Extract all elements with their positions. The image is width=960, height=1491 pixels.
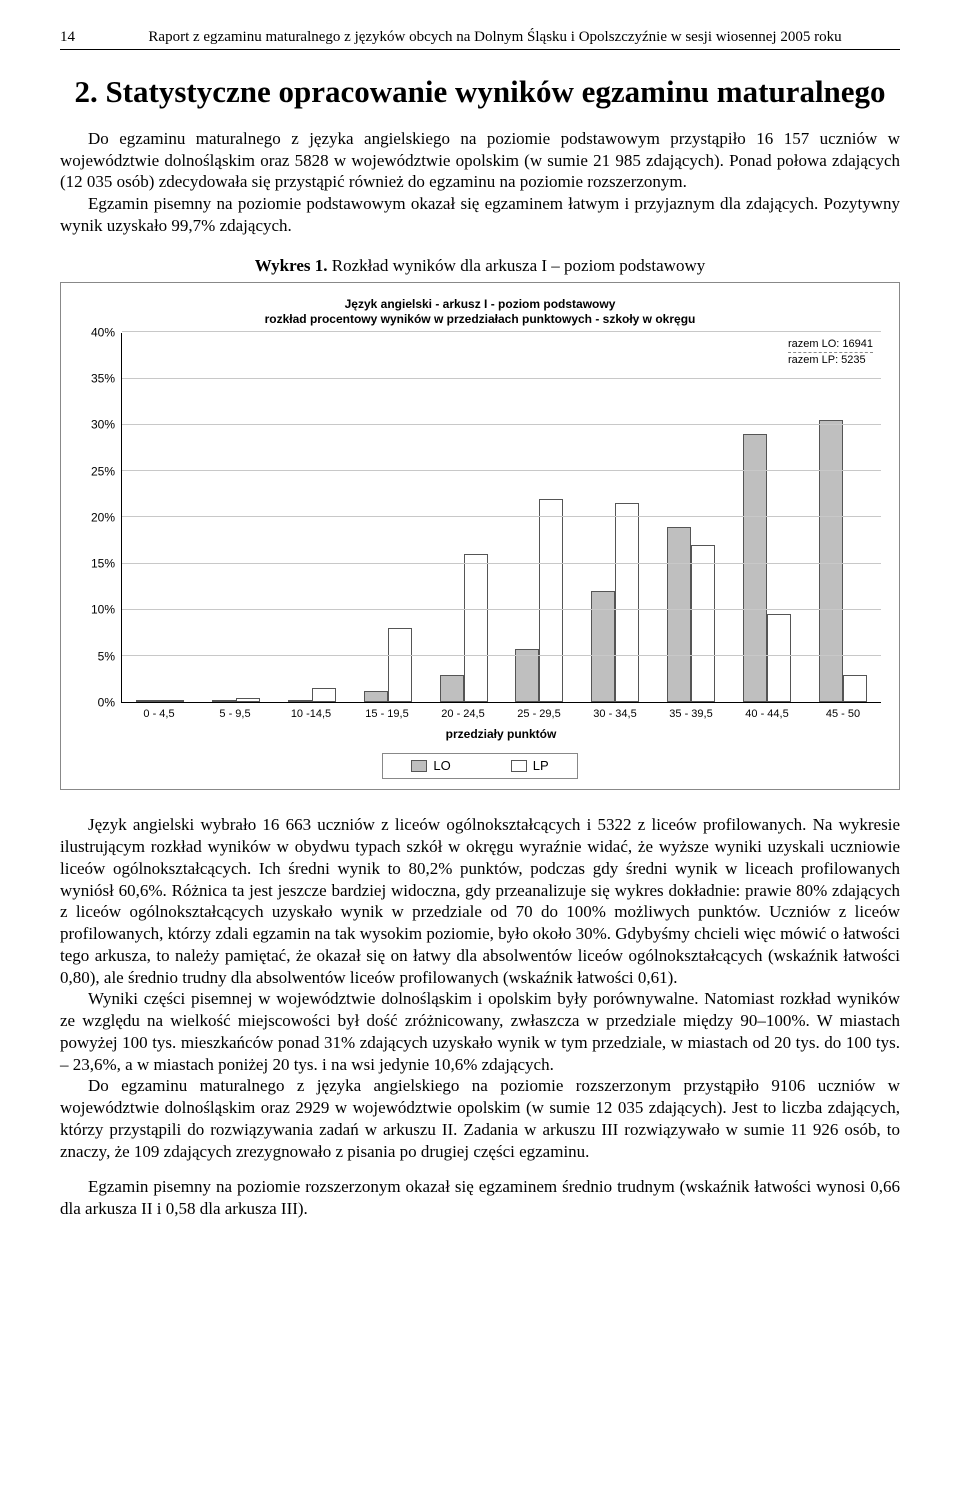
chart-caption-bold: Wykres 1. <box>255 256 328 275</box>
bar-lo <box>667 527 691 703</box>
x-tick-label: 35 - 39,5 <box>653 707 729 721</box>
paragraph-5: Do egzaminu maturalnego z języka angiels… <box>60 1075 900 1162</box>
chart-x-axis-title: przedziały punktów <box>121 727 881 742</box>
chart-gridline <box>122 470 881 471</box>
paragraph-4: Wyniki części pisemnej w województwie do… <box>60 988 900 1075</box>
bar-group <box>729 434 805 702</box>
x-tick-label: 40 - 44,5 <box>729 707 805 721</box>
chart-x-labels: 0 - 4,55 - 9,510 -14,515 - 19,520 - 24,5… <box>121 707 881 721</box>
y-tick-label: 5% <box>98 649 115 664</box>
chart-y-axis: 0%5%10%15%20%25%30%35%40% <box>79 333 121 703</box>
y-tick-label: 10% <box>91 603 115 618</box>
section-title: 2. Statystyczne opracowanie wyników egza… <box>60 74 900 110</box>
chart-container: Język angielski - arkusz I - poziom pods… <box>60 282 900 790</box>
bar-lo <box>212 700 236 702</box>
bar-lp <box>312 688 336 703</box>
chart-plot-area: 0%5%10%15%20%25%30%35%40% razem LO: 1694… <box>79 333 881 703</box>
x-tick-label: 45 - 50 <box>805 707 881 721</box>
x-tick-label: 10 -14,5 <box>273 707 349 721</box>
chart-gridline <box>122 516 881 517</box>
bar-lo <box>364 691 388 702</box>
chart-subtitle: Język angielski - arkusz I - poziom pods… <box>79 297 881 327</box>
chart-subtitle-line2: rozkład procentowy wyników w przedziałac… <box>265 312 696 326</box>
bar-lp <box>843 675 867 703</box>
bar-lo <box>440 675 464 703</box>
x-tick-label: 20 - 24,5 <box>425 707 501 721</box>
bar-lp <box>464 554 488 702</box>
chart-gridline <box>122 424 881 425</box>
legend-swatch-lp <box>511 760 527 772</box>
legend-label-lo: LO <box>433 758 450 775</box>
bar-group <box>198 698 274 703</box>
chart-caption: Wykres 1. Rozkład wyników dla arkusza I … <box>60 255 900 277</box>
bar-lp <box>388 628 412 702</box>
y-tick-label: 35% <box>91 372 115 387</box>
bar-lp <box>236 698 260 703</box>
y-tick-label: 20% <box>91 511 115 526</box>
bar-lp <box>691 545 715 702</box>
bar-group <box>122 700 198 703</box>
chart-gridline <box>122 563 881 564</box>
bar-lp <box>767 614 791 702</box>
legend-label-lp: LP <box>533 758 549 775</box>
x-tick-label: 5 - 9,5 <box>197 707 273 721</box>
bar-group <box>577 503 653 702</box>
bar-lp <box>615 503 639 702</box>
paragraph-2: Egzamin pisemny na poziomie podstawowym … <box>60 193 900 237</box>
bar-group <box>653 527 729 703</box>
x-tick-label: 30 - 34,5 <box>577 707 653 721</box>
bar-lo <box>136 700 160 702</box>
chart-gridline <box>122 655 881 656</box>
y-tick-label: 15% <box>91 557 115 572</box>
chart-subtitle-line1: Język angielski - arkusz I - poziom pods… <box>345 297 616 311</box>
running-header: 14 Raport z egzaminu maturalnego z język… <box>60 28 900 50</box>
chart-plot: razem LO: 16941 razem LP: 5235 <box>121 333 881 703</box>
bar-group <box>805 420 881 702</box>
chart-caption-rest: Rozkład wyników dla arkusza I – poziom p… <box>328 256 706 275</box>
chart-bars <box>122 333 881 702</box>
bar-group <box>502 499 578 703</box>
legend-item-lo: LO <box>411 758 450 775</box>
bar-lo <box>743 434 767 702</box>
legend-swatch-lo <box>411 760 427 772</box>
bar-lo <box>288 700 312 703</box>
chart-gridline <box>122 378 881 379</box>
y-tick-label: 0% <box>98 696 115 711</box>
paragraph-1: Do egzaminu maturalnego z języka angiels… <box>60 128 900 193</box>
chart-gridline <box>122 609 881 610</box>
bar-lp <box>539 499 563 703</box>
x-tick-label: 0 - 4,5 <box>121 707 197 721</box>
chart-legend: LO LP <box>382 753 577 780</box>
legend-item-lp: LP <box>511 758 549 775</box>
chart-gridline <box>122 331 881 332</box>
bar-lo <box>515 649 539 703</box>
x-tick-label: 15 - 19,5 <box>349 707 425 721</box>
bar-lp <box>160 700 184 703</box>
y-tick-label: 40% <box>91 326 115 341</box>
paragraph-3: Język angielski wybrało 16 663 uczniów z… <box>60 814 900 988</box>
paragraph-6: Egzamin pisemny na poziomie rozszerzonym… <box>60 1176 900 1220</box>
bar-group <box>274 688 350 703</box>
x-tick-label: 25 - 29,5 <box>501 707 577 721</box>
bar-group <box>426 554 502 702</box>
running-title: Raport z egzaminu maturalnego z języków … <box>90 28 900 47</box>
page-number: 14 <box>60 28 90 47</box>
bar-group <box>350 628 426 702</box>
bar-lo <box>819 420 843 702</box>
y-tick-label: 30% <box>91 418 115 433</box>
y-tick-label: 25% <box>91 464 115 479</box>
